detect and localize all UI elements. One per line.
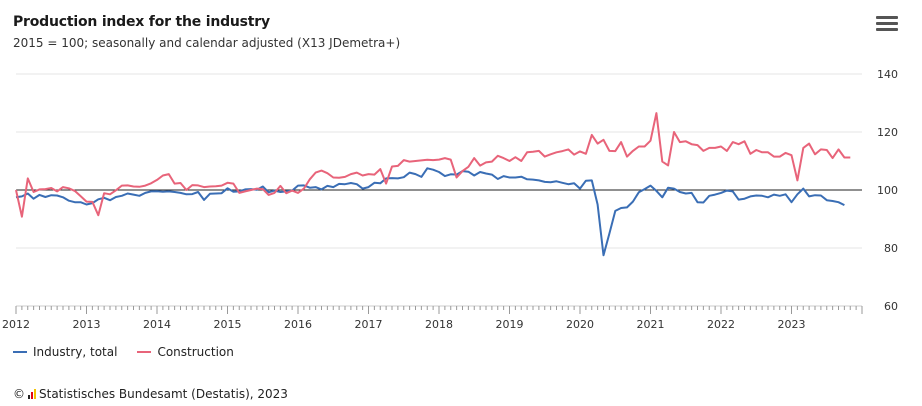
legend-label: Construction <box>157 345 234 359</box>
copyright-symbol: © <box>13 387 25 401</box>
y-tick-label: 80 <box>884 242 898 255</box>
legend-label: Industry, total <box>33 345 118 359</box>
y-tick-label: 120 <box>877 126 898 139</box>
x-tick-label: 2016 <box>284 318 312 331</box>
menu-bar <box>876 28 898 31</box>
x-tick-label: 2018 <box>425 318 453 331</box>
legend-swatch <box>137 351 152 353</box>
chart-subtitle: 2015 = 100; seasonally and calendar adju… <box>13 36 401 50</box>
y-axis: 60 80 100 120 140 <box>877 68 898 313</box>
grid-lines <box>16 73 862 249</box>
menu-bar <box>876 16 898 19</box>
legend: Industry, total Construction <box>13 345 234 359</box>
x-tick-label: 2022 <box>707 318 735 331</box>
x-tick-label: 2013 <box>73 318 101 331</box>
hamburger-menu-icon[interactable] <box>876 16 898 36</box>
chart-title: Production index for the industry <box>13 14 270 30</box>
series-line-construction <box>15 112 851 218</box>
series-group <box>15 112 851 257</box>
destatis-logo-icon <box>28 389 36 399</box>
legend-item-construction[interactable]: Construction <box>137 345 234 359</box>
series-line-industry-total <box>15 167 845 257</box>
y-tick-label: 140 <box>877 68 898 81</box>
y-tick-label: 100 <box>877 184 898 197</box>
x-tick-label: 2023 <box>778 318 806 331</box>
x-tick-label: 2012 <box>2 318 30 331</box>
x-tick-label: 2014 <box>143 318 171 331</box>
x-axis: 2012 2013 2014 2015 2016 2017 2018 2019 2020 2021… <box>2 305 863 331</box>
x-tick-label: 2020 <box>566 318 594 331</box>
x-tick-label: 2019 <box>496 318 524 331</box>
x-tick-label: 2017 <box>355 318 383 331</box>
y-tick-label: 60 <box>884 300 898 313</box>
credit-text: Statistisches Bundesamt (Destatis), 2023 <box>39 387 288 401</box>
source-credit: © Statistisches Bundesamt (Destatis), 20… <box>13 387 288 401</box>
x-tick-label: 2015 <box>214 318 242 331</box>
menu-bar <box>876 22 898 25</box>
legend-swatch <box>13 351 27 353</box>
x-tick-label: 2021 <box>637 318 665 331</box>
legend-item-industry[interactable]: Industry, total <box>13 345 117 359</box>
